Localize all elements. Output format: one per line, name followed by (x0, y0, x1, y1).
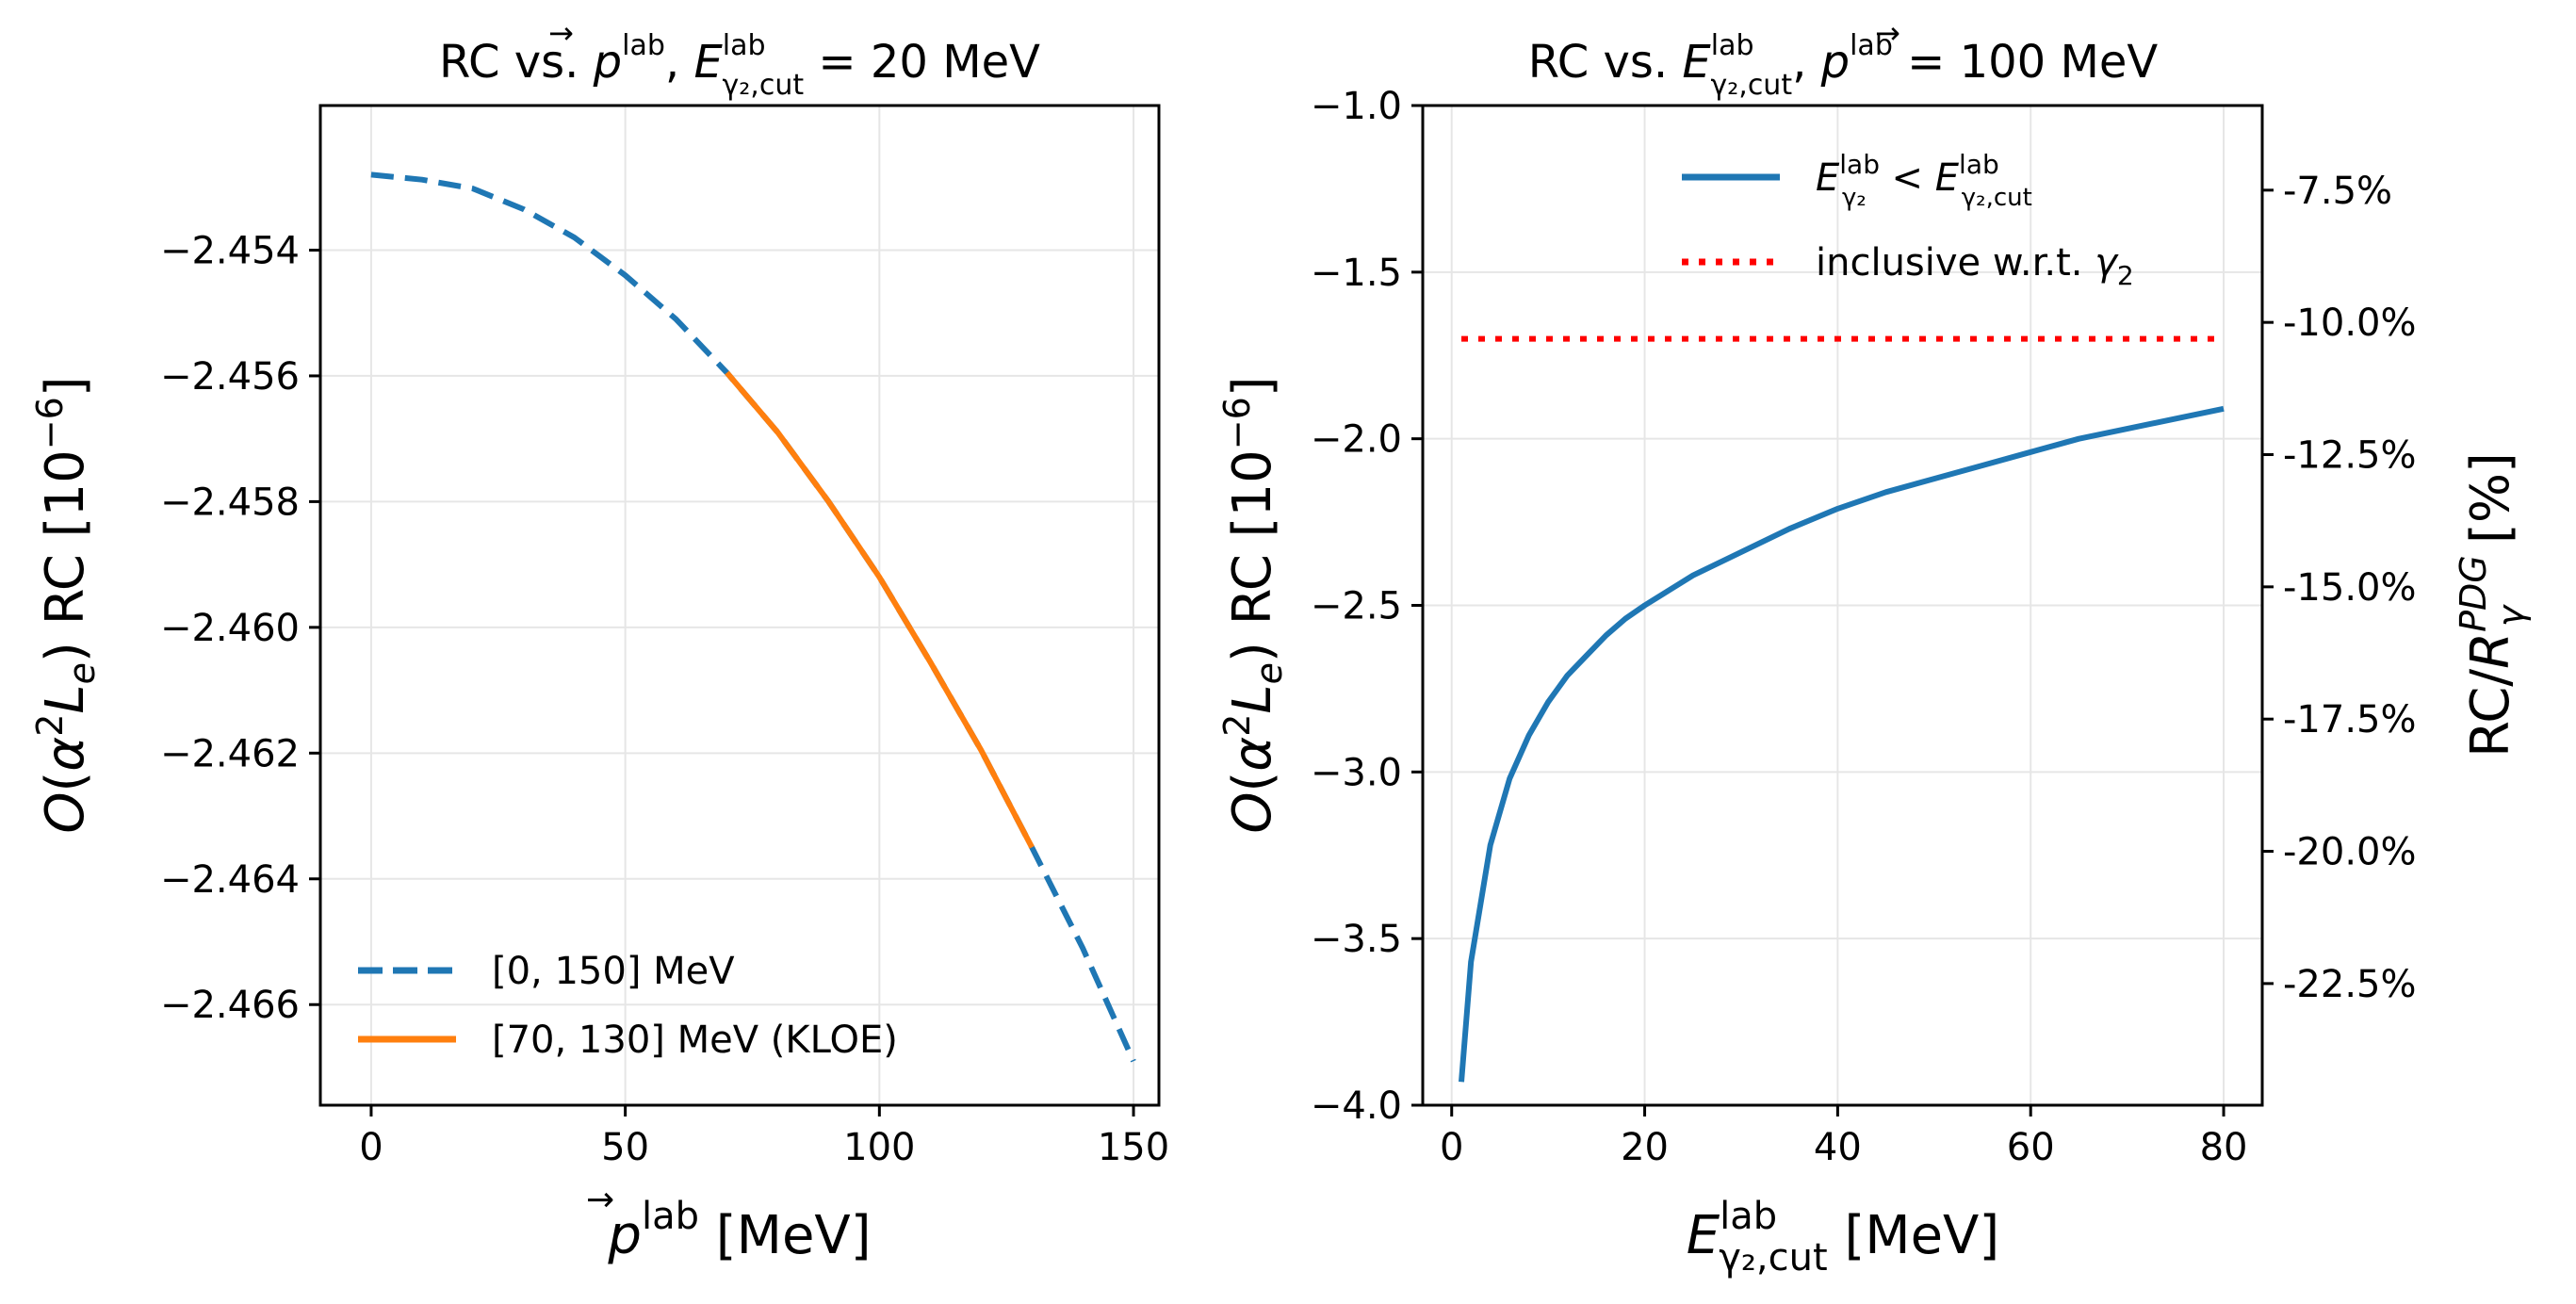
left-panel: 0 50 100 150 −2.454 −2.456 −2.458 −2.460 −2.462… (29, 15, 1169, 1266)
left-ylabel: O(α2Le) RC [10−6] (29, 376, 103, 833)
left-lines (370, 171, 1136, 1063)
right-xlabel: Elab γ₂,cut [MeV] (1687, 1195, 1999, 1280)
right-lines (1459, 335, 2225, 1083)
left-legend: [0, 150] MeV [70, 130] MeV (KLOE) (358, 950, 898, 1062)
left-axes-frame (318, 104, 1161, 1107)
series-line-0 (1459, 405, 2225, 1083)
right-title: RC vs. Elab γ₂,cut, plab = 100 MeV (1528, 29, 2159, 102)
right-title-arrow: → (1875, 15, 1900, 51)
left-yticks: −2.454 −2.456 −2.458 −2.460 −2.462 −2.464 −2.4… (160, 229, 320, 1027)
right-legend: Elab γ₂ < Elab γ₂,cut inclusive w.r.t. γ2 (1682, 149, 2134, 291)
y-tick-label: −2.466 (160, 984, 300, 1027)
right-y-tick-label: -15.0% (2283, 566, 2417, 610)
left-title-arrow: → (548, 15, 574, 51)
y-tick-label: −1.5 (1311, 252, 1402, 295)
x-tick-label: 40 (1814, 1126, 1862, 1169)
right-yticks: −1.0 −1.5 −2.0 −2.5 −3.0 −3.5 −4.0 (1311, 85, 1423, 1128)
x-tick-label: 20 (1621, 1126, 1669, 1169)
x-tick-label: 50 (601, 1126, 649, 1169)
series-line-1 (725, 370, 1035, 849)
left-xlabel: plab [MeV] (607, 1195, 871, 1266)
right-secondary-ylabel: RC/RPDGγ [%] (2453, 452, 2532, 758)
x-tick-label: 150 (1098, 1126, 1169, 1169)
series-line-0 (370, 171, 1136, 1063)
right-secondary-yticks: -7.5% -10.0% -12.5% -15.0% -17.5% -20.0% -22.5… (2262, 170, 2417, 1006)
right-y-tick-label: -7.5% (2283, 170, 2392, 213)
right-xticks: 0 20 40 60 80 (1440, 1105, 2247, 1169)
x-tick-label: 60 (2007, 1126, 2055, 1169)
y-tick-label: −2.5 (1311, 585, 1402, 628)
left-grid (320, 106, 1159, 1105)
x-tick-label: 100 (843, 1126, 915, 1169)
right-y-tick-label: -20.0% (2283, 831, 2417, 874)
y-tick-label: −2.0 (1311, 418, 1402, 462)
y-tick-label: −3.0 (1311, 751, 1402, 794)
x-tick-label: 0 (359, 1126, 383, 1169)
right-legend-label-0: Elab γ₂ < Elab γ₂,cut (1816, 149, 2032, 212)
y-tick-label: −2.454 (160, 229, 300, 272)
right-y-tick-label: -22.5% (2283, 963, 2417, 1006)
x-tick-label: 80 (2200, 1126, 2248, 1169)
y-tick-label: −4.0 (1311, 1084, 1402, 1128)
left-xlabel-arrow: → (586, 1181, 614, 1219)
y-tick-label: −1.0 (1311, 85, 1402, 128)
y-tick-label: −2.464 (160, 858, 300, 902)
left-legend-label-1: [70, 130] MeV (KLOE) (492, 1019, 898, 1062)
right-y-tick-label: -17.5% (2283, 698, 2417, 742)
right-y-tick-label: -10.0% (2283, 302, 2417, 345)
right-ylabel: O(α2Le) RC [10−6] (1216, 376, 1290, 833)
y-tick-label: −2.462 (160, 732, 300, 775)
left-legend-label-0: [0, 150] MeV (492, 950, 735, 993)
left-xticks: 0 50 100 150 (359, 1105, 1169, 1169)
y-tick-label: −2.460 (160, 607, 300, 650)
right-panel: 0 20 40 60 80 −1.0 −1.5 −2.0 −2.5 −3.0 −3.5 −4.0 -… (1216, 15, 2532, 1280)
y-tick-label: −2.456 (160, 355, 300, 399)
right-y-tick-label: -12.5% (2283, 434, 2417, 478)
y-tick-label: −3.5 (1311, 918, 1402, 961)
x-tick-label: 0 (1440, 1126, 1463, 1169)
right-legend-label-1: inclusive w.r.t. γ2 (1816, 241, 2134, 291)
y-tick-label: −2.458 (160, 481, 300, 524)
left-title: RC vs. plab, Elab γ₂,cut = 20 MeV (439, 29, 1040, 102)
